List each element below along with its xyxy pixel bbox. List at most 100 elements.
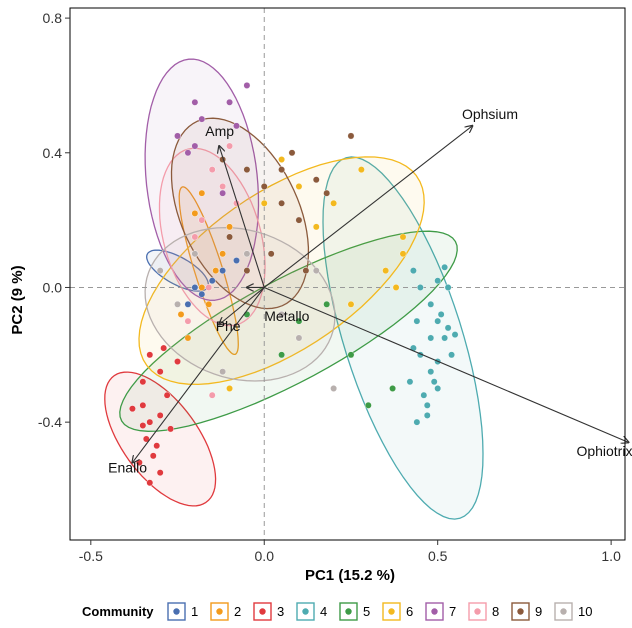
point-community-10 bbox=[312, 267, 320, 275]
point-community-3 bbox=[146, 479, 154, 487]
point-community-4 bbox=[434, 317, 442, 325]
point-community-8 bbox=[198, 216, 206, 224]
point-community-2 bbox=[184, 334, 192, 342]
point-community-5 bbox=[364, 401, 372, 409]
point-community-9 bbox=[295, 216, 303, 224]
loading-vector-amp bbox=[219, 146, 265, 288]
point-community-6 bbox=[226, 385, 233, 392]
point-community-4 bbox=[420, 391, 428, 399]
ellipse-community-2 bbox=[178, 186, 239, 356]
legend-label-10: 10 bbox=[578, 604, 592, 619]
point-community-6 bbox=[357, 166, 365, 174]
loading-label-ophiotrix: Ophiotrix bbox=[576, 443, 632, 459]
point-community-3 bbox=[174, 358, 181, 365]
ellipse-community-4 bbox=[322, 156, 484, 520]
point-community-4 bbox=[451, 331, 459, 339]
point-community-10 bbox=[278, 311, 285, 318]
point-community-7 bbox=[184, 149, 192, 157]
point-community-10 bbox=[330, 385, 338, 392]
point-community-3 bbox=[156, 412, 164, 419]
point-community-2 bbox=[198, 189, 206, 197]
point-community-5 bbox=[347, 351, 355, 359]
loading-label-phe: Phe bbox=[216, 318, 241, 334]
point-community-8 bbox=[208, 391, 216, 399]
point-community-4 bbox=[427, 368, 435, 376]
legend-dot-9 bbox=[517, 608, 524, 615]
point-community-7 bbox=[198, 115, 206, 123]
y-tick-label: 0.4 bbox=[43, 145, 63, 161]
point-community-6 bbox=[278, 156, 285, 163]
point-community-8 bbox=[226, 142, 233, 150]
point-community-10 bbox=[219, 368, 227, 376]
point-community-3 bbox=[153, 442, 161, 450]
legend-dot-2 bbox=[216, 608, 223, 615]
y-axis-ticks: -0.4 0.0 0.4 0.8 bbox=[38, 10, 70, 430]
x-tick-label: -0.5 bbox=[79, 548, 103, 564]
point-community-9 bbox=[243, 267, 251, 275]
legend-label-6: 6 bbox=[406, 604, 413, 619]
point-community-3 bbox=[156, 368, 164, 376]
plot-background bbox=[70, 8, 625, 540]
point-community-8 bbox=[191, 233, 199, 241]
point-community-10 bbox=[295, 334, 303, 342]
point-community-2 bbox=[198, 284, 206, 291]
legend-label-3: 3 bbox=[277, 604, 284, 619]
point-community-4 bbox=[423, 401, 431, 409]
point-community-6 bbox=[260, 199, 268, 207]
point-community-9 bbox=[226, 233, 233, 241]
point-community-10 bbox=[191, 250, 199, 258]
legend-dot-7 bbox=[431, 608, 438, 615]
point-community-9 bbox=[312, 176, 320, 184]
point-community-3 bbox=[139, 422, 147, 429]
ellipse-community-6 bbox=[138, 156, 425, 386]
point-community-9 bbox=[288, 149, 296, 157]
point-community-9 bbox=[302, 267, 310, 275]
point-community-10 bbox=[156, 267, 164, 275]
point-community-2 bbox=[205, 300, 213, 308]
ellipse-community-5 bbox=[119, 230, 458, 432]
point-community-7 bbox=[233, 122, 240, 130]
point-community-4 bbox=[441, 334, 449, 342]
x-axis-title: PC1 (15.2 %) bbox=[305, 567, 395, 584]
point-community-4 bbox=[444, 324, 452, 332]
loading-vector-ophsium bbox=[263, 126, 472, 288]
point-community-7 bbox=[191, 98, 199, 106]
y-tick-label: 0.0 bbox=[43, 279, 63, 295]
legend-label-4: 4 bbox=[320, 604, 327, 619]
point-community-6 bbox=[399, 233, 407, 241]
point-community-4 bbox=[430, 378, 438, 386]
point-community-9 bbox=[243, 166, 251, 174]
legend-label-9: 9 bbox=[535, 604, 542, 619]
point-community-1 bbox=[191, 284, 199, 291]
loading-vector-enallo bbox=[132, 287, 265, 462]
point-community-1 bbox=[184, 300, 192, 308]
point-community-6 bbox=[295, 183, 303, 190]
point-community-9 bbox=[260, 183, 268, 190]
point-community-8 bbox=[219, 183, 227, 190]
legend-label-7: 7 bbox=[449, 604, 456, 619]
point-community-3 bbox=[149, 452, 157, 460]
point-community-2 bbox=[191, 209, 199, 217]
x-tick-label: 1.0 bbox=[601, 548, 621, 564]
point-community-5 bbox=[278, 351, 285, 359]
point-community-4 bbox=[406, 378, 414, 386]
point-community-2 bbox=[212, 267, 220, 275]
loading-label-ophsium: Ophsium bbox=[462, 106, 518, 122]
loading-vector-phe bbox=[219, 287, 265, 324]
point-community-2 bbox=[219, 250, 227, 258]
point-community-6 bbox=[312, 223, 320, 231]
point-community-5 bbox=[243, 311, 251, 318]
x-tick-label: 0.0 bbox=[255, 548, 275, 564]
point-community-4 bbox=[427, 334, 435, 342]
point-community-6 bbox=[399, 250, 407, 258]
ellipse-community-1 bbox=[146, 249, 209, 292]
point-community-4 bbox=[448, 351, 455, 359]
point-community-4 bbox=[427, 300, 435, 308]
point-community-1 bbox=[233, 257, 240, 264]
x-axis-ticks: -0.5 0.0 0.5 1.0 bbox=[79, 540, 621, 564]
loading-label-enallo: Enallo bbox=[108, 460, 147, 476]
point-community-3 bbox=[163, 391, 171, 399]
legend: Community 1 2 3 4 5 6 7 8 9 10 bbox=[82, 602, 592, 621]
legend-dot-1 bbox=[173, 608, 180, 615]
